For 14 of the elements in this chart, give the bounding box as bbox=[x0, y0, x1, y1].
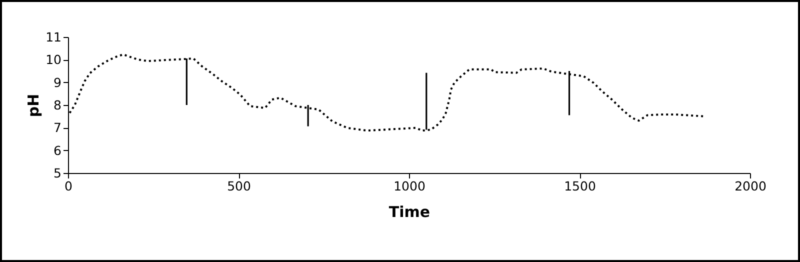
x-tick-label: 1000 bbox=[394, 178, 426, 194]
y-tick-label: 6 bbox=[54, 142, 62, 158]
y-tick-label: 9 bbox=[54, 74, 62, 90]
x-axis-title: Time bbox=[388, 203, 430, 221]
x-tick-label: 500 bbox=[227, 178, 251, 194]
x-tick-label: 0 bbox=[64, 178, 73, 194]
y-tick-label: 8 bbox=[54, 98, 62, 112]
x-tick-label: 1500 bbox=[564, 178, 596, 194]
y-tick-label: 7 bbox=[54, 120, 62, 136]
y-tick-label: 11 bbox=[46, 30, 62, 44]
y-tick-label: 5 bbox=[54, 166, 62, 180]
y-axis-title: pH bbox=[24, 94, 43, 118]
y-tick-label: 10 bbox=[46, 52, 62, 68]
x-tick-label: 2000 bbox=[734, 178, 766, 194]
